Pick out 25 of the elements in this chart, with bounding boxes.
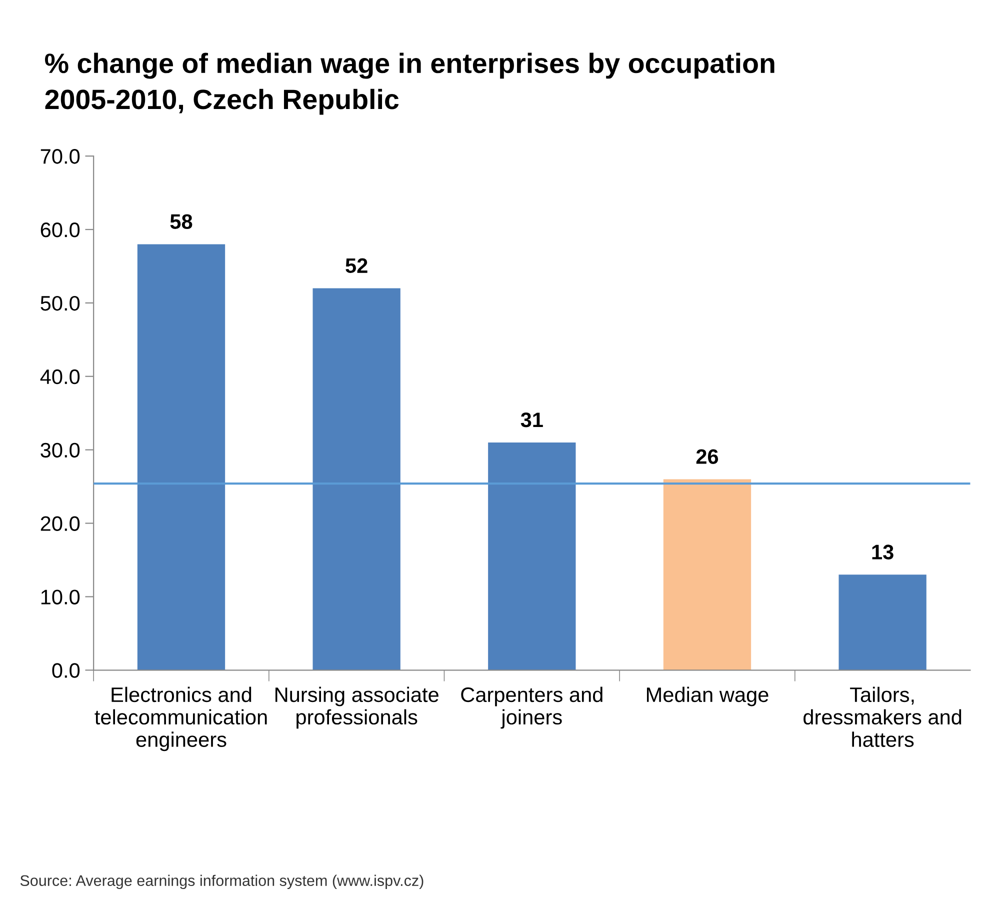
source-note: Source: Average earnings information system (www.ispv.cz) xyxy=(20,874,424,890)
data-label: 58 xyxy=(170,214,192,229)
data-label: 52 xyxy=(346,258,368,274)
x-tick-label: Electronics and telecommunication engineers xyxy=(94,686,267,752)
bar xyxy=(137,244,226,670)
data-label: 13 xyxy=(872,544,894,560)
chart-title: % change of median wage in enterprises by occupation 2005-2010, Czech Republic xyxy=(45,52,774,115)
y-tick-label: 50.0 xyxy=(40,296,80,311)
bar xyxy=(838,574,926,670)
y-tick-label: 40.0 xyxy=(40,369,80,384)
x-tick-label: Tailors, dressmakers and hatters xyxy=(804,686,962,747)
y-tick-label: 20.0 xyxy=(40,516,80,532)
data-label: 31 xyxy=(520,412,543,428)
x-tick-label: Median wage xyxy=(646,686,768,706)
y-tick-label: 60.0 xyxy=(40,222,80,238)
x-tick-label: Carpenters and joiners xyxy=(461,686,602,729)
y-tick-label: 70.0 xyxy=(40,149,80,164)
bar xyxy=(663,479,752,670)
y-tick-label: 0.0 xyxy=(52,663,80,678)
data-label: 26 xyxy=(696,449,718,464)
bar xyxy=(488,442,576,670)
y-tick-label: 30.0 xyxy=(40,442,80,458)
bar xyxy=(312,288,400,670)
y-tick-label: 10.0 xyxy=(41,590,80,604)
x-tick-label: Nursing associate professionals xyxy=(275,686,438,729)
